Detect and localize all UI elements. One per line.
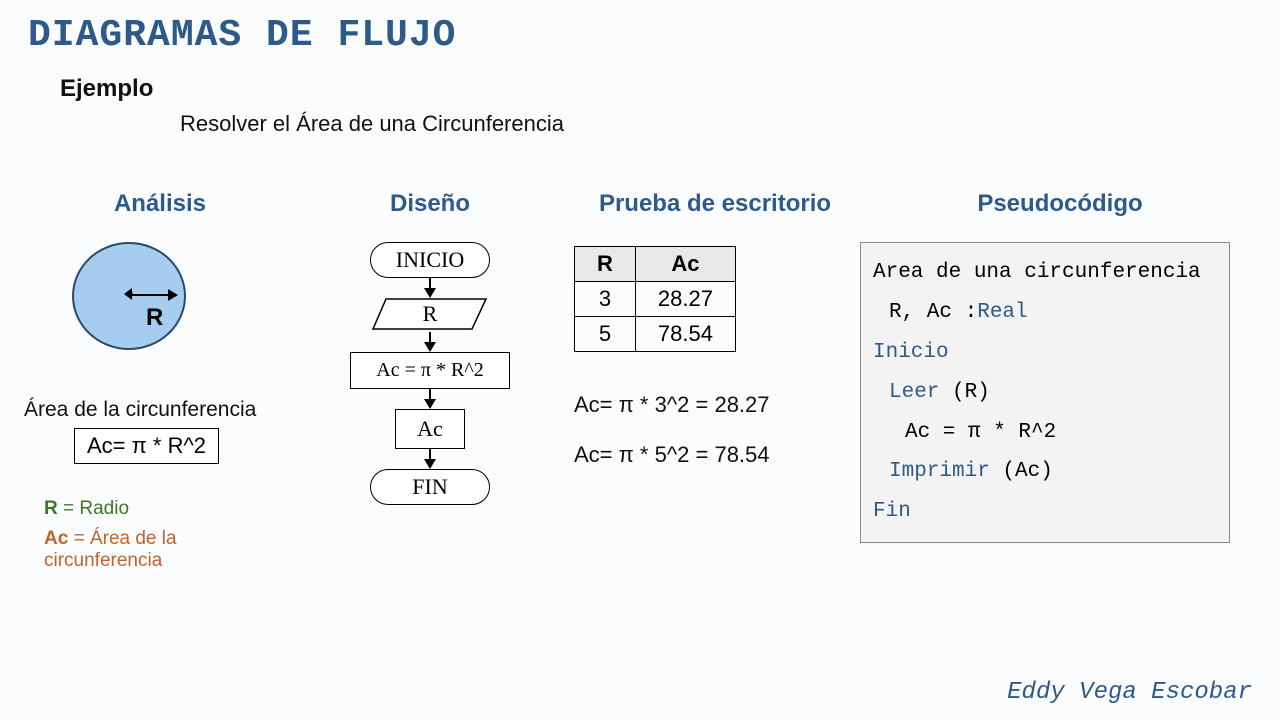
pseudocode-heading: Pseudocódigo [860, 190, 1260, 242]
code-line: Inicio [873, 333, 1217, 373]
design-heading: Diseño [300, 190, 560, 242]
formula-box: Ac= π * R^2 [74, 428, 219, 464]
legend-ac-symbol: Ac [44, 528, 68, 549]
legend-r: R = Radio [44, 494, 300, 524]
calc-line-1: Ac= π * 3^2 = 28.27 [574, 392, 860, 418]
code-keyword: Fin [873, 500, 911, 523]
radius-label: R [146, 304, 163, 332]
flow-input-label: R [370, 301, 490, 327]
code-keyword: Leer [889, 381, 939, 404]
table-cell: 78.54 [635, 317, 735, 352]
flow-arrow-4-head [424, 459, 436, 469]
area-caption: Área de la circunferencia [20, 390, 300, 428]
flow-arrow-1-head [424, 288, 436, 298]
page-title: DIAGRAMAS DE FLUJO [0, 0, 1280, 57]
table-cell: 5 [575, 317, 636, 352]
code-type: Real [977, 301, 1027, 324]
code-text: R, Ac : [873, 293, 977, 333]
code-text: Ac = π * R^2 [873, 413, 1056, 453]
code-line: Fin [873, 492, 1217, 532]
code-text: (Ac) [990, 460, 1053, 483]
analysis-heading: Análisis [20, 190, 300, 242]
table-cell: 3 [575, 282, 636, 317]
table-row: 3 28.27 [575, 282, 736, 317]
flow-arrow-3-line [429, 389, 431, 399]
code-line: Imprimir (Ac) [873, 452, 1217, 492]
example-label: Ejemplo [0, 57, 1280, 103]
code-text: (R) [939, 381, 989, 404]
table-header: R [575, 247, 636, 282]
code-line: Area de una circunferencia [873, 253, 1217, 293]
flow-arrow-4-line [429, 449, 431, 459]
radius-arrow-head [168, 289, 178, 301]
flow-input: R [370, 298, 490, 332]
analysis-column: Análisis R Área de la circunferencia Ac=… [0, 190, 300, 576]
legend-ac: Ac = Área de la circunferencia [44, 524, 300, 576]
code-line: Leer (R) [873, 373, 1217, 413]
pseudocode-box: Area de una circunferencia R, Ac : Real … [860, 242, 1230, 543]
circle-diagram: R [72, 242, 192, 362]
flow-arrow-3-head [424, 399, 436, 409]
flow-arrow-1-line [429, 278, 431, 288]
pseudocode-column: Pseudocódigo Area de una circunferencia … [860, 190, 1260, 576]
flow-arrow-2-head [424, 342, 436, 352]
table-row: 5 78.54 [575, 317, 736, 352]
desk-test-table: R Ac 3 28.27 5 78.54 [574, 246, 736, 352]
legend-r-meaning: = Radio [58, 498, 129, 519]
flowchart: INICIO R Ac = π * R^2 Ac FIN [330, 242, 530, 505]
code-line: Ac = π * R^2 [873, 413, 1217, 453]
code-line: R, Ac : Real [873, 293, 1217, 333]
desk-test-heading: Prueba de escritorio [570, 190, 860, 242]
legend: R = Radio Ac = Área de la circunferencia [44, 494, 300, 576]
flow-start: INICIO [370, 242, 490, 278]
calc-line-2: Ac= π * 5^2 = 78.54 [574, 442, 860, 468]
problem-description: Resolver el Área de una Circunferencia [0, 103, 1280, 137]
code-keyword: Inicio [873, 341, 949, 364]
table-header: Ac [635, 247, 735, 282]
flow-output: Ac [395, 409, 465, 449]
desk-test-column: Prueba de escritorio R Ac 3 28.27 5 78.5… [560, 190, 860, 576]
flow-end: FIN [370, 469, 490, 505]
flow-arrow-2-line [429, 332, 431, 342]
table-row: R Ac [575, 247, 736, 282]
code-keyword: Imprimir [889, 460, 990, 483]
legend-r-symbol: R [44, 498, 58, 519]
design-column: Diseño INICIO R Ac = π * R^2 Ac FIN [300, 190, 560, 576]
flow-process: Ac = π * R^2 [350, 352, 510, 389]
author-credit: Eddy Vega Escobar [1007, 679, 1252, 706]
table-cell: 28.27 [635, 282, 735, 317]
